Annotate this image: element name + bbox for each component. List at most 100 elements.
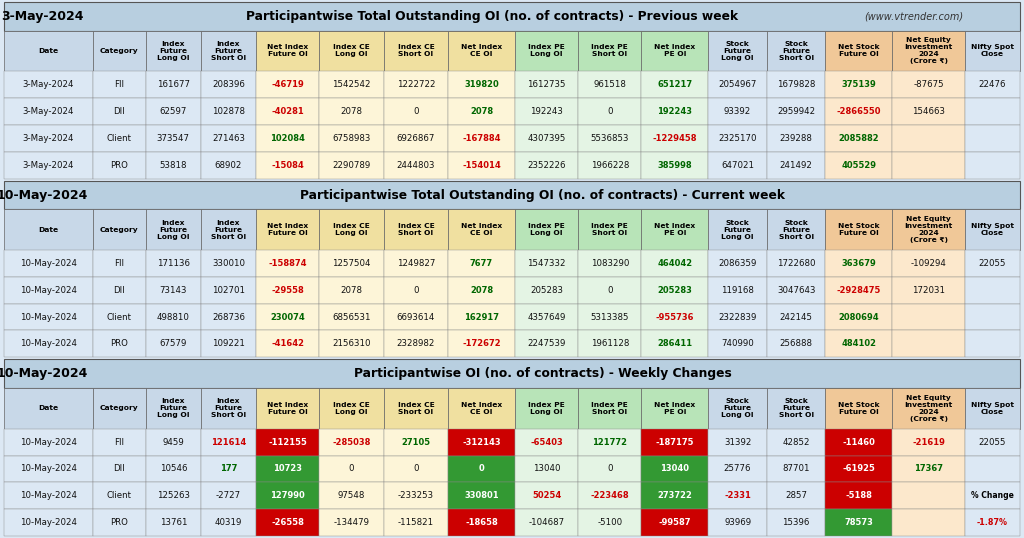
Text: 373547: 373547 xyxy=(157,134,189,143)
Text: Index CE
Long OI: Index CE Long OI xyxy=(333,402,370,415)
Bar xyxy=(709,456,767,483)
Text: Stock
Future
Long OI: Stock Future Long OI xyxy=(721,41,754,61)
Bar xyxy=(767,209,825,250)
Bar xyxy=(201,509,256,536)
Text: -29558: -29558 xyxy=(271,286,304,295)
Text: 10-May-2024: 10-May-2024 xyxy=(20,259,77,268)
Bar xyxy=(579,98,641,125)
Text: Net Equity
Investment
2024
(Crore ₹): Net Equity Investment 2024 (Crore ₹) xyxy=(904,395,952,422)
Text: 498810: 498810 xyxy=(157,313,189,322)
Bar xyxy=(767,456,825,483)
Text: Net Index
Future OI: Net Index Future OI xyxy=(267,402,308,415)
Text: 2085882: 2085882 xyxy=(839,134,880,143)
Bar xyxy=(641,509,709,536)
Bar xyxy=(515,483,579,509)
Text: Net Equity
Investment
2024
(Crore ₹): Net Equity Investment 2024 (Crore ₹) xyxy=(904,216,952,243)
Text: 6926867: 6926867 xyxy=(396,134,435,143)
Bar xyxy=(145,125,201,152)
Bar xyxy=(449,152,515,179)
Bar xyxy=(892,483,965,509)
Bar xyxy=(709,277,767,303)
Bar xyxy=(709,209,767,250)
Text: -26558: -26558 xyxy=(271,518,304,527)
Text: Net Index
CE OI: Net Index CE OI xyxy=(461,223,502,236)
Bar xyxy=(384,98,449,125)
Text: 647021: 647021 xyxy=(721,161,754,169)
Bar xyxy=(515,125,579,152)
Text: 119168: 119168 xyxy=(721,286,754,295)
Text: Client: Client xyxy=(106,313,132,322)
Text: Participantwise Total Outstanding OI (no. of contracts) - Previous week: Participantwise Total Outstanding OI (no… xyxy=(246,10,737,23)
Bar xyxy=(4,509,93,536)
Bar xyxy=(709,125,767,152)
Bar xyxy=(579,429,641,456)
Bar xyxy=(256,483,319,509)
Bar xyxy=(892,250,965,277)
Bar xyxy=(256,303,319,330)
Text: Participantwise OI (no. of contracts) - Weekly Changes: Participantwise OI (no. of contracts) - … xyxy=(353,367,731,380)
Bar xyxy=(767,509,825,536)
Text: 171136: 171136 xyxy=(157,259,189,268)
Bar xyxy=(201,303,256,330)
Text: 286411: 286411 xyxy=(657,339,692,348)
Bar xyxy=(965,125,1020,152)
Text: 330010: 330010 xyxy=(212,259,245,268)
Bar xyxy=(641,209,709,250)
Bar xyxy=(449,277,515,303)
Bar xyxy=(825,209,892,250)
Bar xyxy=(145,71,201,98)
Text: 102701: 102701 xyxy=(212,286,245,295)
Text: 0: 0 xyxy=(607,286,612,295)
Bar xyxy=(319,152,384,179)
Bar xyxy=(384,209,449,250)
Text: 1257504: 1257504 xyxy=(332,259,371,268)
Text: -154014: -154014 xyxy=(462,161,501,169)
Bar xyxy=(93,303,145,330)
Bar xyxy=(93,71,145,98)
Text: 405529: 405529 xyxy=(842,161,877,169)
Text: 3-May-2024: 3-May-2024 xyxy=(23,80,75,89)
Bar xyxy=(709,71,767,98)
Text: Participantwise Total Outstanding OI (no. of contracts) - Current week: Participantwise Total Outstanding OI (no… xyxy=(300,189,785,202)
Bar xyxy=(892,303,965,330)
Text: Net Index
Future OI: Net Index Future OI xyxy=(267,45,308,58)
Bar xyxy=(256,250,319,277)
Bar xyxy=(449,125,515,152)
Bar xyxy=(767,277,825,303)
Text: 15396: 15396 xyxy=(782,518,810,527)
Bar xyxy=(965,277,1020,303)
Text: 125263: 125263 xyxy=(157,491,189,500)
Bar xyxy=(892,330,965,357)
Text: 241492: 241492 xyxy=(779,161,813,169)
Text: 3047643: 3047643 xyxy=(777,286,815,295)
Bar xyxy=(825,509,892,536)
Text: DII: DII xyxy=(114,286,125,295)
Text: Net Index
PE OI: Net Index PE OI xyxy=(654,402,695,415)
Text: 2086359: 2086359 xyxy=(719,259,757,268)
Text: 154663: 154663 xyxy=(912,107,945,116)
Text: 10-May-2024: 10-May-2024 xyxy=(20,464,77,473)
Bar xyxy=(579,71,641,98)
Text: 121772: 121772 xyxy=(592,437,628,447)
Text: Net Index
PE OI: Net Index PE OI xyxy=(654,223,695,236)
Text: 13761: 13761 xyxy=(160,518,187,527)
Bar xyxy=(965,456,1020,483)
Bar xyxy=(256,98,319,125)
Text: 740990: 740990 xyxy=(721,339,754,348)
Bar xyxy=(892,125,965,152)
Text: Index
Future
Short OI: Index Future Short OI xyxy=(211,399,246,419)
Text: Stock
Future
Short OI: Stock Future Short OI xyxy=(778,399,814,419)
Text: -46719: -46719 xyxy=(271,80,304,89)
Bar xyxy=(515,98,579,125)
Text: Net Stock
Future OI: Net Stock Future OI xyxy=(838,45,880,58)
Text: 10-May-2024: 10-May-2024 xyxy=(20,286,77,295)
Bar xyxy=(384,330,449,357)
Text: -1.87%: -1.87% xyxy=(977,518,1008,527)
Bar xyxy=(767,250,825,277)
Bar xyxy=(965,250,1020,277)
Bar xyxy=(515,456,579,483)
Bar xyxy=(579,250,641,277)
Bar xyxy=(201,250,256,277)
Text: 464042: 464042 xyxy=(657,259,692,268)
Text: 256888: 256888 xyxy=(779,339,813,348)
